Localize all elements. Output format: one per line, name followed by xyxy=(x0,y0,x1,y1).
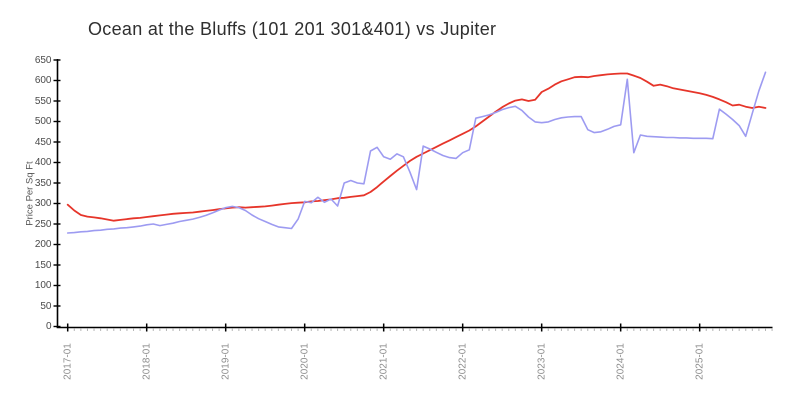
series-line-ocean-at-the-bluffs xyxy=(66,71,767,234)
chart-title: Ocean at the Bluffs (101 201 301&401) vs… xyxy=(88,19,497,39)
series-line-jupiter xyxy=(66,72,767,222)
